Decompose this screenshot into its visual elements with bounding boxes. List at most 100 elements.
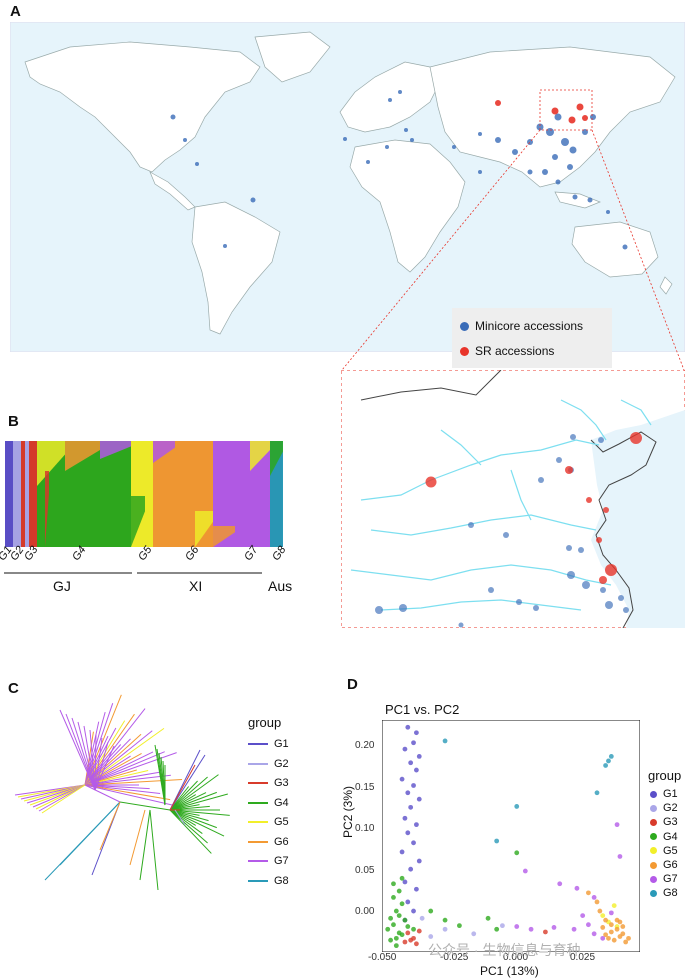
pca-point-g3: [416, 928, 422, 934]
tree-branch-g1: [169, 754, 206, 811]
minicore-point: [555, 179, 561, 185]
minicore-point: [223, 244, 227, 248]
pca-legend-item-g1: G1: [650, 788, 678, 800]
pca-point-g8: [514, 804, 520, 809]
pca-point-g1: [411, 908, 416, 914]
pca-point-g8: [594, 790, 600, 796]
pca-point-g1: [411, 783, 416, 788]
pca-point-g7: [514, 924, 520, 929]
tree-branch-g7: [89, 729, 96, 791]
pca-point-g1: [405, 830, 411, 836]
sr-point: [495, 100, 501, 106]
phylogenetic-tree: [14, 694, 230, 890]
pca-point-g6: [611, 937, 617, 943]
pca-point-g1: [414, 767, 419, 773]
structure-admixture: [37, 441, 65, 486]
minicore-point: [554, 113, 562, 121]
pca-point-g4: [405, 924, 411, 929]
legend-line-icon: [248, 762, 268, 765]
tree-branch-g4: [169, 791, 217, 811]
legend-minicore: Minicore accessions: [460, 319, 583, 333]
tree-legend-item-g7: G7: [248, 855, 289, 867]
pca-point-g6: [606, 935, 611, 941]
minicore-point: [478, 170, 482, 174]
minicore-point: [458, 622, 464, 628]
minicore-point: [516, 599, 522, 605]
tree-branch-g7: [94, 741, 109, 791]
pca-point-g5: [600, 913, 606, 919]
tree-branch-g4: [169, 809, 230, 816]
map-legend: Minicore accessions SR accessions: [452, 308, 612, 368]
legend-dot-icon: [650, 861, 657, 869]
pca-point-g5: [611, 903, 617, 908]
sr-point: [605, 564, 617, 576]
structure-admixture: [213, 526, 235, 547]
x-tick-label: -0.025: [440, 952, 469, 963]
legend-label: G3: [274, 777, 289, 789]
sr-point: [576, 103, 584, 111]
tree-branch-g4: [169, 809, 225, 837]
pca-point-g6: [617, 934, 623, 939]
southeast-asia-islands: [554, 191, 601, 209]
structure-block-g2: [25, 441, 29, 547]
legend-dot-icon: [650, 804, 657, 812]
sr-point: [425, 476, 437, 488]
legend-label: G5: [274, 816, 289, 828]
cluster-label-xi: XI: [189, 578, 203, 594]
minicore-point: [488, 587, 494, 593]
tree-branch-g4: [169, 809, 217, 829]
minicore-dot-icon: [460, 321, 469, 331]
tree-branch-g7: [94, 745, 115, 791]
pca-point-g4: [385, 926, 391, 932]
legend-label: G6: [274, 835, 289, 848]
minicore-point: [468, 522, 474, 528]
legend-label: G5: [663, 844, 678, 857]
panel-label-a: A: [10, 3, 21, 20]
minicore-point: [366, 160, 370, 164]
legend-dot-icon: [650, 833, 657, 841]
tree-branch-g4: [119, 801, 171, 811]
tree-branch-g4: [169, 792, 207, 811]
minicore-point: [542, 169, 548, 175]
y-tick-label: 0.05: [355, 865, 375, 876]
minicore-point: [598, 437, 604, 443]
zoom-map: [341, 370, 685, 628]
legend-line-icon: [248, 801, 268, 804]
sr-point: [582, 115, 588, 121]
minicore-point: [600, 587, 606, 593]
pca-title: PC1 vs. PC2: [385, 702, 460, 717]
pca-point-g6: [603, 932, 608, 938]
pca-point-g8: [494, 838, 500, 844]
tree-branch-g4: [169, 809, 212, 854]
x-tick-label: 0.025: [570, 952, 596, 963]
tree-legend-item-g5: G5: [248, 816, 289, 828]
pca-point-g6: [623, 939, 629, 945]
pca-point-g6: [586, 890, 591, 896]
new-zealand: [659, 276, 673, 295]
minicore-point: [195, 162, 199, 166]
south-america: [191, 201, 281, 335]
tree-legend-item-g2: G2: [248, 758, 289, 770]
tree-branch-g7: [38, 784, 86, 812]
pca-point-g4: [485, 915, 491, 921]
structure-admixture: [195, 511, 213, 547]
sr-point: [586, 497, 592, 503]
tree-branch-g7: [83, 725, 96, 791]
pca-point-g7: [522, 868, 528, 874]
pca-point-g2: [419, 915, 425, 921]
pca-legend-item-g6: G6: [650, 859, 678, 871]
pca-point-g4: [388, 937, 393, 943]
minicore-point: [495, 137, 501, 143]
pca-point-g4: [399, 932, 405, 938]
world-map: [10, 22, 685, 352]
structure-admixture: [131, 496, 145, 547]
pca-point-g3: [402, 939, 408, 945]
greenland: [254, 31, 331, 83]
structure-admixture: [100, 441, 131, 459]
legend-label: G3: [663, 816, 678, 829]
legend-label: G1: [274, 738, 289, 750]
cluster-bars: [4, 572, 262, 574]
tree-branch-g5: [35, 784, 86, 810]
minicore-point: [388, 98, 392, 102]
pca-point-g8: [606, 758, 611, 764]
